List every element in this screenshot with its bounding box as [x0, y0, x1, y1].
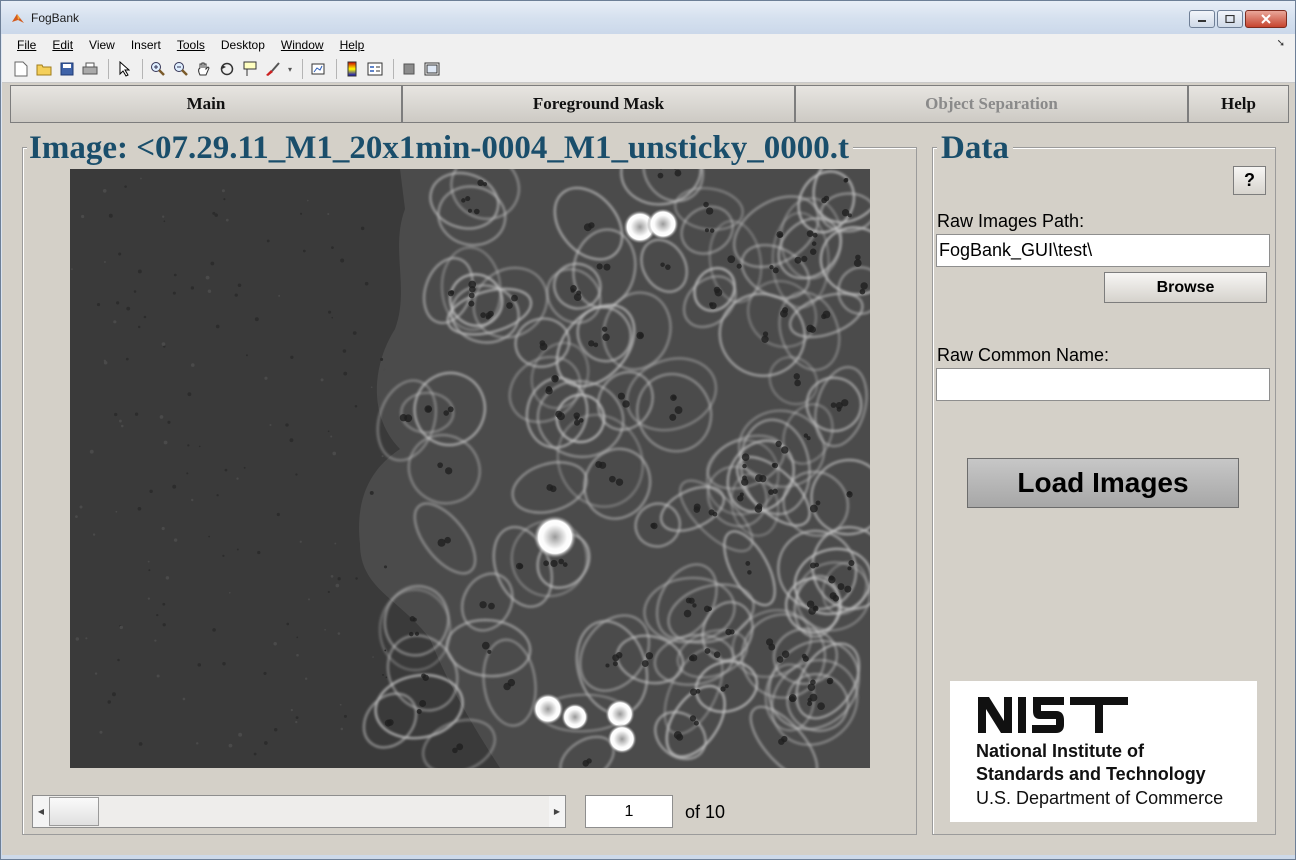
- tab-main[interactable]: Main: [10, 85, 402, 123]
- nist-logo: National Institute of Standards and Tech…: [950, 681, 1257, 822]
- tab-foreground-mask[interactable]: Foreground Mask: [402, 85, 795, 123]
- nist-line-2: Standards and Technology: [976, 764, 1206, 784]
- slider-left-arrow-icon[interactable]: ◀: [33, 796, 49, 827]
- raw-common-name-label: Raw Common Name:: [937, 345, 1110, 365]
- raw-common-name-input[interactable]: [936, 368, 1270, 401]
- load-images-button[interactable]: Load Images: [967, 458, 1239, 508]
- menu-insert[interactable]: Insert: [130, 38, 161, 52]
- link-plot-icon[interactable]: [308, 59, 328, 79]
- zoom-out-icon[interactable]: [171, 59, 191, 79]
- slider-thumb[interactable]: [49, 797, 99, 826]
- open-icon[interactable]: [34, 59, 54, 79]
- title-bar[interactable]: FogBank: [1, 1, 1295, 34]
- nist-line-3: U.S. Department of Commerce: [976, 788, 1224, 808]
- pan-icon[interactable]: [194, 59, 214, 79]
- hide-tools-icon[interactable]: [399, 59, 419, 79]
- pointer-icon[interactable]: [114, 59, 134, 79]
- browse-button[interactable]: Browse: [1104, 272, 1267, 303]
- new-icon[interactable]: [11, 59, 31, 79]
- rotate-icon[interactable]: [217, 59, 237, 79]
- zoom-in-icon[interactable]: [148, 59, 168, 79]
- show-tools-icon[interactable]: [422, 59, 442, 79]
- brush-icon[interactable]: [263, 59, 283, 79]
- menu-window[interactable]: Window: [280, 38, 324, 52]
- tab-object-separation: Object Separation: [795, 85, 1188, 123]
- data-panel-title: Data: [937, 130, 1013, 167]
- slider-right-arrow-icon[interactable]: ▶: [549, 796, 565, 827]
- microscopy-image: [70, 169, 870, 768]
- window-title: FogBank: [31, 11, 80, 25]
- image-panel-title: Image: <07.29.11_M1_20x1min-0004_M1_unst…: [27, 130, 853, 167]
- tab-strip: Main Foreground Mask Object Separation H…: [10, 85, 1289, 123]
- legend-icon[interactable]: [365, 59, 385, 79]
- frame-total-label: of 10: [685, 802, 726, 822]
- menu-edit[interactable]: Edit: [52, 38, 74, 52]
- maximize-icon: [1225, 15, 1235, 23]
- menu-tools[interactable]: Tools: [176, 38, 205, 52]
- data-cursor-icon[interactable]: [240, 59, 260, 79]
- help-button[interactable]: ?: [1233, 166, 1266, 195]
- menu-desktop[interactable]: Desktop: [220, 38, 265, 52]
- save-icon[interactable]: [57, 59, 77, 79]
- nist-wordmark-logo: [978, 697, 1128, 733]
- frame-slider[interactable]: ◀ ▶: [32, 795, 566, 828]
- frame-number-input[interactable]: 1: [585, 795, 673, 828]
- figure-client: Main Foreground Mask Object Separation H…: [2, 83, 1295, 855]
- tab-help[interactable]: Help: [1188, 85, 1289, 123]
- minimize-button[interactable]: [1189, 10, 1215, 28]
- menu-file[interactable]: File: [17, 38, 37, 52]
- data-panel: [932, 147, 1276, 835]
- print-icon[interactable]: [80, 59, 100, 79]
- minimize-icon: [1198, 20, 1206, 22]
- maximize-button[interactable]: [1217, 10, 1243, 28]
- brush-dropdown-icon[interactable]: ▾: [287, 64, 292, 74]
- menu-view[interactable]: View: [89, 38, 115, 52]
- close-button[interactable]: [1245, 10, 1287, 28]
- menu-bar: File Edit View Insert Tools Desktop Wind…: [2, 34, 1295, 56]
- raw-images-path-input[interactable]: FogBank_GUI\test\: [936, 234, 1270, 267]
- colorbar-icon[interactable]: [342, 59, 362, 79]
- close-icon: [1261, 14, 1271, 24]
- dock-arrow-icon[interactable]: ➘: [1276, 38, 1285, 49]
- raw-images-path-label: Raw Images Path:: [937, 211, 1085, 231]
- matlab-icon: [12, 14, 24, 23]
- figure-toolbar: ▾: [2, 56, 1295, 83]
- menu-help[interactable]: Help: [339, 38, 365, 52]
- nist-line-1: National Institute of: [976, 741, 1144, 761]
